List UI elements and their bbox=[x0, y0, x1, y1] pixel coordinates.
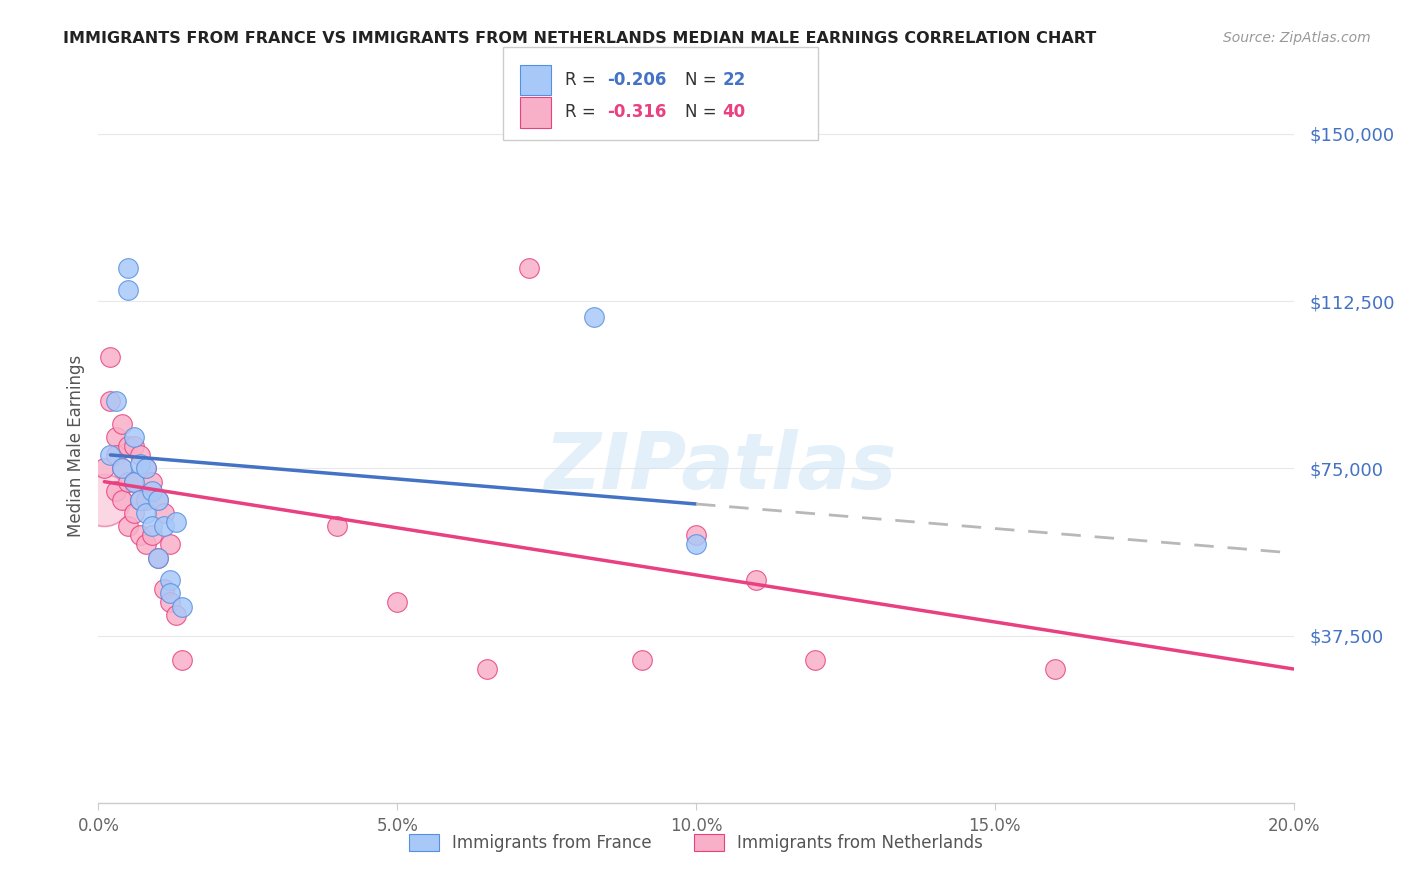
Point bbox=[135, 461, 157, 475]
Point bbox=[135, 506, 157, 520]
Text: -0.316: -0.316 bbox=[607, 103, 666, 121]
Point bbox=[385, 595, 409, 609]
Point bbox=[111, 461, 134, 475]
Point bbox=[98, 350, 122, 364]
Point bbox=[93, 461, 115, 475]
Point bbox=[631, 653, 654, 667]
Text: IMMIGRANTS FROM FRANCE VS IMMIGRANTS FROM NETHERLANDS MEDIAN MALE EARNINGS CORRE: IMMIGRANTS FROM FRANCE VS IMMIGRANTS FRO… bbox=[63, 31, 1097, 46]
Point bbox=[1043, 662, 1066, 676]
Point bbox=[141, 519, 163, 533]
Point bbox=[148, 492, 170, 507]
Point bbox=[159, 586, 181, 600]
Point bbox=[685, 528, 707, 542]
Text: 22: 22 bbox=[723, 71, 747, 89]
Point bbox=[165, 515, 187, 529]
Text: N =: N = bbox=[685, 103, 721, 121]
Point bbox=[804, 653, 827, 667]
Text: 40: 40 bbox=[723, 103, 745, 121]
Point bbox=[105, 430, 128, 444]
Text: ZIPatlas: ZIPatlas bbox=[544, 429, 896, 506]
Point bbox=[129, 457, 152, 471]
Point bbox=[129, 492, 152, 507]
Point bbox=[105, 394, 128, 409]
Point bbox=[475, 662, 498, 676]
Point bbox=[148, 550, 170, 565]
Point bbox=[148, 550, 170, 565]
Point bbox=[159, 573, 181, 587]
Point bbox=[517, 260, 540, 275]
Point bbox=[111, 492, 134, 507]
Point bbox=[98, 448, 122, 462]
Point bbox=[583, 310, 606, 324]
Point bbox=[326, 519, 349, 533]
Point bbox=[117, 260, 139, 275]
Text: R =: R = bbox=[565, 71, 602, 89]
Point bbox=[141, 528, 163, 542]
Point bbox=[105, 483, 128, 498]
Point bbox=[124, 475, 146, 489]
Point bbox=[141, 475, 163, 489]
Point bbox=[117, 439, 139, 453]
Point bbox=[135, 461, 157, 475]
Point bbox=[111, 461, 134, 475]
Point bbox=[153, 582, 176, 596]
Text: N =: N = bbox=[685, 71, 721, 89]
Point bbox=[165, 608, 187, 623]
Legend: Immigrants from France, Immigrants from Netherlands: Immigrants from France, Immigrants from … bbox=[402, 827, 990, 859]
Point bbox=[124, 475, 146, 489]
Point bbox=[117, 475, 139, 489]
Point bbox=[685, 537, 707, 551]
Point bbox=[159, 537, 181, 551]
Point bbox=[129, 528, 152, 542]
Point bbox=[117, 283, 139, 297]
Text: R =: R = bbox=[565, 103, 606, 121]
Point bbox=[172, 599, 194, 614]
Point bbox=[141, 483, 163, 498]
Point bbox=[105, 448, 128, 462]
Point bbox=[124, 430, 146, 444]
Point bbox=[135, 492, 157, 507]
Point bbox=[111, 417, 134, 431]
Point bbox=[129, 492, 152, 507]
Point bbox=[124, 439, 146, 453]
Y-axis label: Median Male Earnings: Median Male Earnings bbox=[66, 355, 84, 537]
Point bbox=[745, 573, 768, 587]
Point bbox=[117, 519, 139, 533]
Point bbox=[98, 394, 122, 409]
Point bbox=[124, 506, 146, 520]
Point bbox=[93, 492, 115, 507]
Point bbox=[172, 653, 194, 667]
Point bbox=[153, 519, 176, 533]
Point bbox=[153, 506, 176, 520]
Point bbox=[148, 492, 170, 507]
Point bbox=[135, 537, 157, 551]
Text: Source: ZipAtlas.com: Source: ZipAtlas.com bbox=[1223, 31, 1371, 45]
Point bbox=[129, 448, 152, 462]
Text: -0.206: -0.206 bbox=[607, 71, 666, 89]
Point bbox=[159, 595, 181, 609]
